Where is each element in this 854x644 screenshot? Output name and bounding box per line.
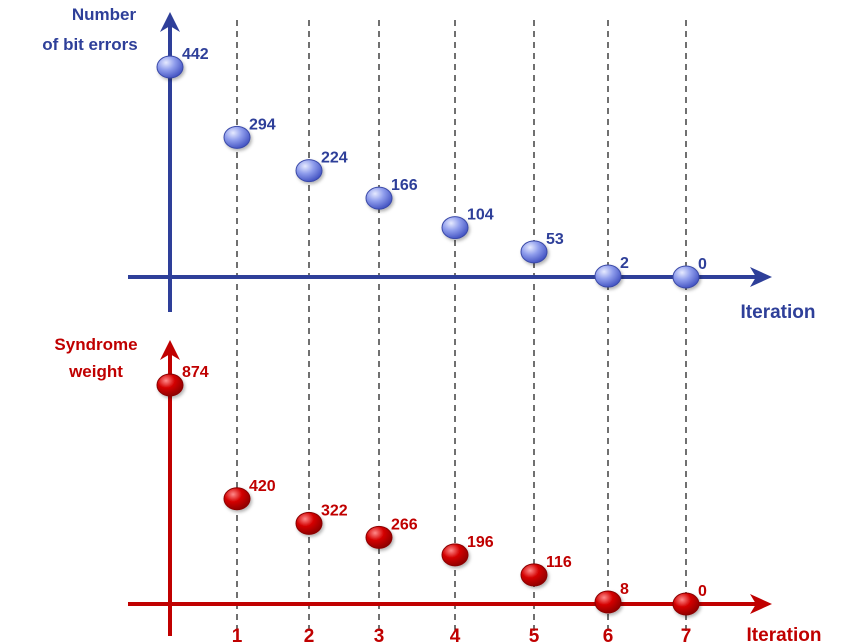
bit-errors-value-label-7: 0 <box>698 256 707 273</box>
syndrome-point-5 <box>520 563 548 587</box>
syndrome-value-label-7: 0 <box>698 583 707 600</box>
x-tick-label-5: 5 <box>529 626 540 644</box>
bit-errors-point-2 <box>295 159 323 183</box>
syndrome-x-label: Iteration <box>747 625 822 644</box>
bit-errors-value-label-0: 442 <box>182 46 209 63</box>
bit-errors-point-0 <box>156 55 184 79</box>
bit-errors-value-label-4: 104 <box>467 207 494 224</box>
x-tick-label-1: 1 <box>232 626 243 644</box>
bit-errors-y-label-line-2: of bit errors <box>42 35 137 54</box>
bit-errors-point-6 <box>594 264 622 288</box>
bit-errors-value-label-1: 294 <box>249 116 276 133</box>
x-tick-label-6: 6 <box>603 626 614 644</box>
syndrome-y-axis-arrow <box>160 340 180 360</box>
x-tick-label-4: 4 <box>450 626 461 644</box>
syndrome-value-label-6: 8 <box>620 581 629 598</box>
bit-errors-point-7 <box>672 265 700 289</box>
axes <box>128 12 772 636</box>
bit-errors-point-1 <box>223 125 251 149</box>
syndrome-value-label-2: 322 <box>321 502 348 519</box>
bit-errors-value-label-5: 53 <box>546 231 564 248</box>
syndrome-point-4 <box>441 543 469 567</box>
syndrome-point-1 <box>223 487 251 511</box>
bit-errors-point-3 <box>365 186 393 210</box>
bit-errors-value-label-3: 166 <box>391 177 418 194</box>
bit-errors-point-4 <box>441 216 469 240</box>
syndrome-x-axis-arrow <box>750 594 772 614</box>
bit-errors-x-label: Iteration <box>741 302 816 323</box>
syndrome-point-6 <box>594 590 622 614</box>
iteration-guide-lines <box>236 20 687 634</box>
x-tick-label-7: 7 <box>681 626 692 644</box>
syndrome-value-label-3: 266 <box>391 516 418 533</box>
syndrome-point-0 <box>156 373 184 397</box>
syndrome-value-label-0: 874 <box>182 364 209 381</box>
bit-errors-x-axis-arrow <box>750 267 772 287</box>
syndrome-value-label-4: 196 <box>467 534 494 551</box>
syndrome-value-label-5: 116 <box>546 554 572 571</box>
bit-errors-value-label-6: 2 <box>620 255 629 272</box>
bit-errors-y-axis-arrow <box>160 12 180 32</box>
syndrome-point-3 <box>365 525 393 549</box>
bit-errors-value-label-2: 224 <box>321 150 348 167</box>
syndrome-point-7 <box>672 592 700 616</box>
bit-errors-point-5 <box>520 240 548 264</box>
syndrome-y-label-line-1: Syndrome <box>54 335 137 354</box>
x-tick-label-2: 2 <box>304 626 315 644</box>
x-tick-label-3: 3 <box>374 626 385 644</box>
syndrome-value-label-1: 420 <box>249 478 276 495</box>
bit-errors-y-label-line-1: Number <box>72 5 137 24</box>
syndrome-y-label-line-2: weight <box>68 362 123 381</box>
data-markers <box>156 55 700 616</box>
syndrome-point-2 <box>295 511 323 535</box>
